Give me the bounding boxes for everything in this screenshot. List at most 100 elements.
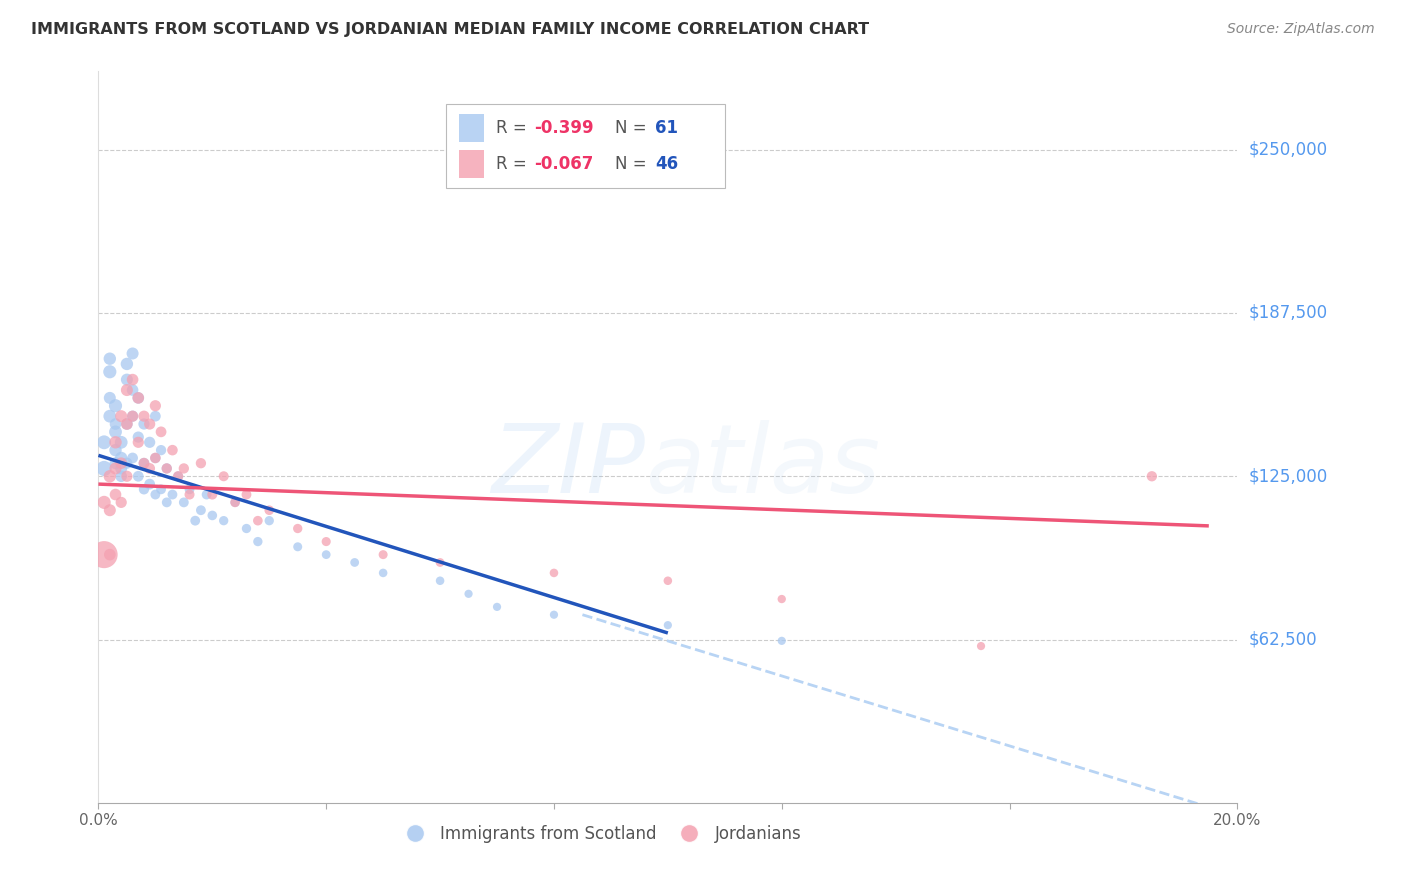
Point: [195, 487, 218, 501]
Point: [132, 456, 155, 470]
Point: [132, 417, 155, 431]
Point: [121, 383, 143, 397]
Text: N =: N =: [616, 119, 652, 136]
Point: [121, 409, 143, 424]
Point: [429, 574, 451, 588]
Point: [93, 461, 115, 475]
Point: [93, 435, 115, 450]
Point: [145, 409, 167, 424]
Point: [373, 566, 395, 580]
Point: [162, 487, 184, 501]
Point: [115, 456, 138, 470]
Point: [104, 435, 127, 450]
Text: Source: ZipAtlas.com: Source: ZipAtlas.com: [1227, 22, 1375, 37]
Point: [167, 469, 190, 483]
Point: [246, 534, 269, 549]
Text: N =: N =: [616, 155, 652, 173]
Point: [235, 521, 257, 535]
Point: [315, 534, 337, 549]
Point: [770, 633, 793, 648]
Text: IMMIGRANTS FROM SCOTLAND VS JORDANIAN MEDIAN FAMILY INCOME CORRELATION CHART: IMMIGRANTS FROM SCOTLAND VS JORDANIAN ME…: [31, 22, 869, 37]
Point: [132, 409, 155, 424]
Text: -0.067: -0.067: [534, 155, 593, 173]
Point: [115, 469, 138, 483]
Point: [138, 417, 160, 431]
Point: [259, 514, 281, 528]
Point: [145, 450, 167, 465]
Point: [121, 346, 143, 360]
Point: [287, 540, 309, 554]
Point: [98, 503, 121, 517]
Point: [201, 508, 224, 523]
Point: [150, 483, 173, 497]
Point: [150, 443, 173, 458]
Point: [115, 383, 138, 397]
Point: [190, 503, 212, 517]
Point: [121, 373, 143, 387]
Point: [110, 461, 132, 475]
Text: $125,000: $125,000: [1249, 467, 1327, 485]
Point: [173, 495, 195, 509]
Point: [224, 495, 246, 509]
Point: [184, 514, 207, 528]
Point: [115, 417, 138, 431]
Point: [162, 443, 184, 458]
Point: [127, 391, 149, 405]
Point: [179, 483, 201, 497]
Point: [104, 417, 127, 431]
Point: [104, 456, 127, 470]
Point: [138, 477, 160, 491]
Point: [246, 514, 269, 528]
Point: [98, 351, 121, 366]
FancyBboxPatch shape: [446, 104, 725, 188]
Text: R =: R =: [496, 119, 531, 136]
Point: [970, 639, 993, 653]
Point: [235, 487, 257, 501]
Point: [167, 469, 190, 483]
Point: [287, 521, 309, 535]
FancyBboxPatch shape: [460, 151, 485, 178]
Point: [150, 425, 173, 439]
Point: [145, 450, 167, 465]
Point: [190, 456, 212, 470]
Point: [156, 461, 179, 475]
Text: $250,000: $250,000: [1249, 141, 1327, 159]
Text: -0.399: -0.399: [534, 119, 595, 136]
Point: [110, 450, 132, 465]
Point: [173, 461, 195, 475]
Text: ZIP: ZIP: [491, 420, 645, 513]
Point: [127, 469, 149, 483]
Point: [132, 483, 155, 497]
Point: [110, 495, 132, 509]
Point: [127, 391, 149, 405]
Point: [115, 417, 138, 431]
Point: [104, 487, 127, 501]
Point: [93, 548, 115, 562]
Point: [179, 487, 201, 501]
Point: [121, 409, 143, 424]
Point: [104, 461, 127, 475]
Point: [543, 566, 565, 580]
Point: [132, 456, 155, 470]
Text: atlas: atlas: [645, 420, 880, 513]
Point: [98, 469, 121, 483]
Point: [127, 430, 149, 444]
Point: [156, 461, 179, 475]
Point: [373, 548, 395, 562]
Point: [104, 399, 127, 413]
Point: [315, 548, 337, 562]
Point: [429, 556, 451, 570]
Point: [343, 556, 366, 570]
Point: [110, 435, 132, 450]
Point: [98, 409, 121, 424]
Point: [127, 435, 149, 450]
Point: [110, 456, 132, 470]
Point: [1140, 469, 1163, 483]
Point: [115, 357, 138, 371]
Point: [121, 450, 143, 465]
Point: [98, 548, 121, 562]
Point: [93, 495, 115, 509]
Text: 46: 46: [655, 155, 679, 173]
Text: $62,500: $62,500: [1249, 631, 1317, 648]
Point: [98, 365, 121, 379]
